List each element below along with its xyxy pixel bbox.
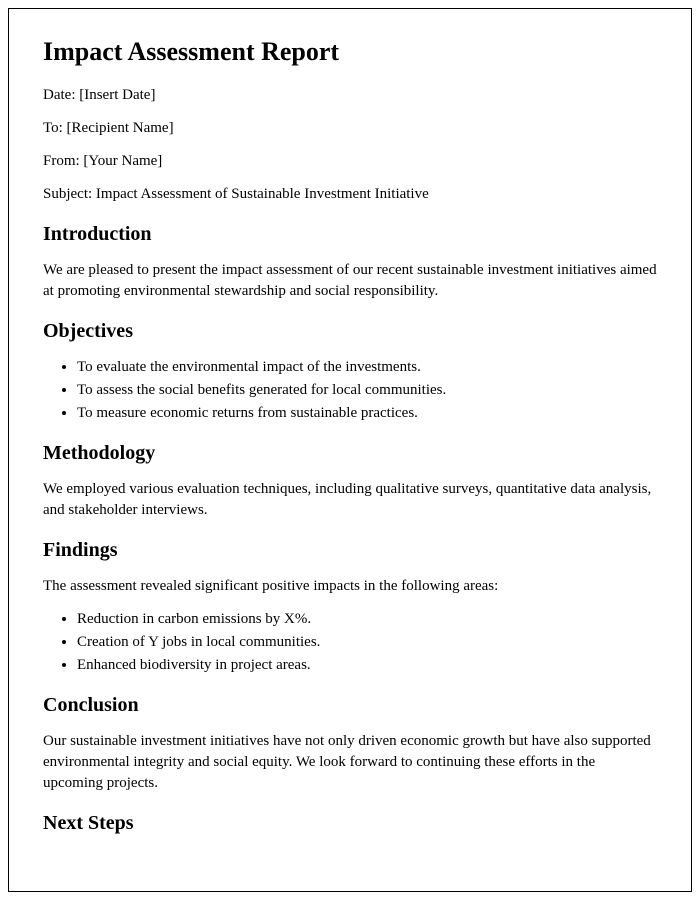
heading-findings: Findings xyxy=(43,539,657,562)
list-item: Creation of Y jobs in local communities. xyxy=(77,632,657,653)
meta-from: From: [Your Name] xyxy=(43,151,657,172)
body-methodology: We employed various evaluation technique… xyxy=(43,479,657,521)
list-item: Enhanced biodiversity in project areas. xyxy=(77,655,657,676)
body-conclusion: Our sustainable investment initiatives h… xyxy=(43,731,657,794)
list-item: Reduction in carbon emissions by X%. xyxy=(77,609,657,630)
list-item: To measure economic returns from sustain… xyxy=(77,403,657,424)
heading-introduction: Introduction xyxy=(43,223,657,246)
heading-next-steps: Next Steps xyxy=(43,812,657,835)
list-item: To evaluate the environmental impact of … xyxy=(77,357,657,378)
list-objectives: To evaluate the environmental impact of … xyxy=(77,357,657,424)
meta-to: To: [Recipient Name] xyxy=(43,118,657,139)
document-page: Impact Assessment Report Date: [Insert D… xyxy=(8,8,692,892)
list-item: To assess the social benefits generated … xyxy=(77,380,657,401)
document-title: Impact Assessment Report xyxy=(43,37,657,67)
meta-subject: Subject: Impact Assessment of Sustainabl… xyxy=(43,184,657,205)
heading-methodology: Methodology xyxy=(43,442,657,465)
heading-objectives: Objectives xyxy=(43,320,657,343)
body-introduction: We are pleased to present the impact ass… xyxy=(43,260,657,302)
heading-conclusion: Conclusion xyxy=(43,694,657,717)
intro-findings: The assessment revealed significant posi… xyxy=(43,576,657,597)
list-findings: Reduction in carbon emissions by X%. Cre… xyxy=(77,609,657,676)
meta-date: Date: [Insert Date] xyxy=(43,85,657,106)
